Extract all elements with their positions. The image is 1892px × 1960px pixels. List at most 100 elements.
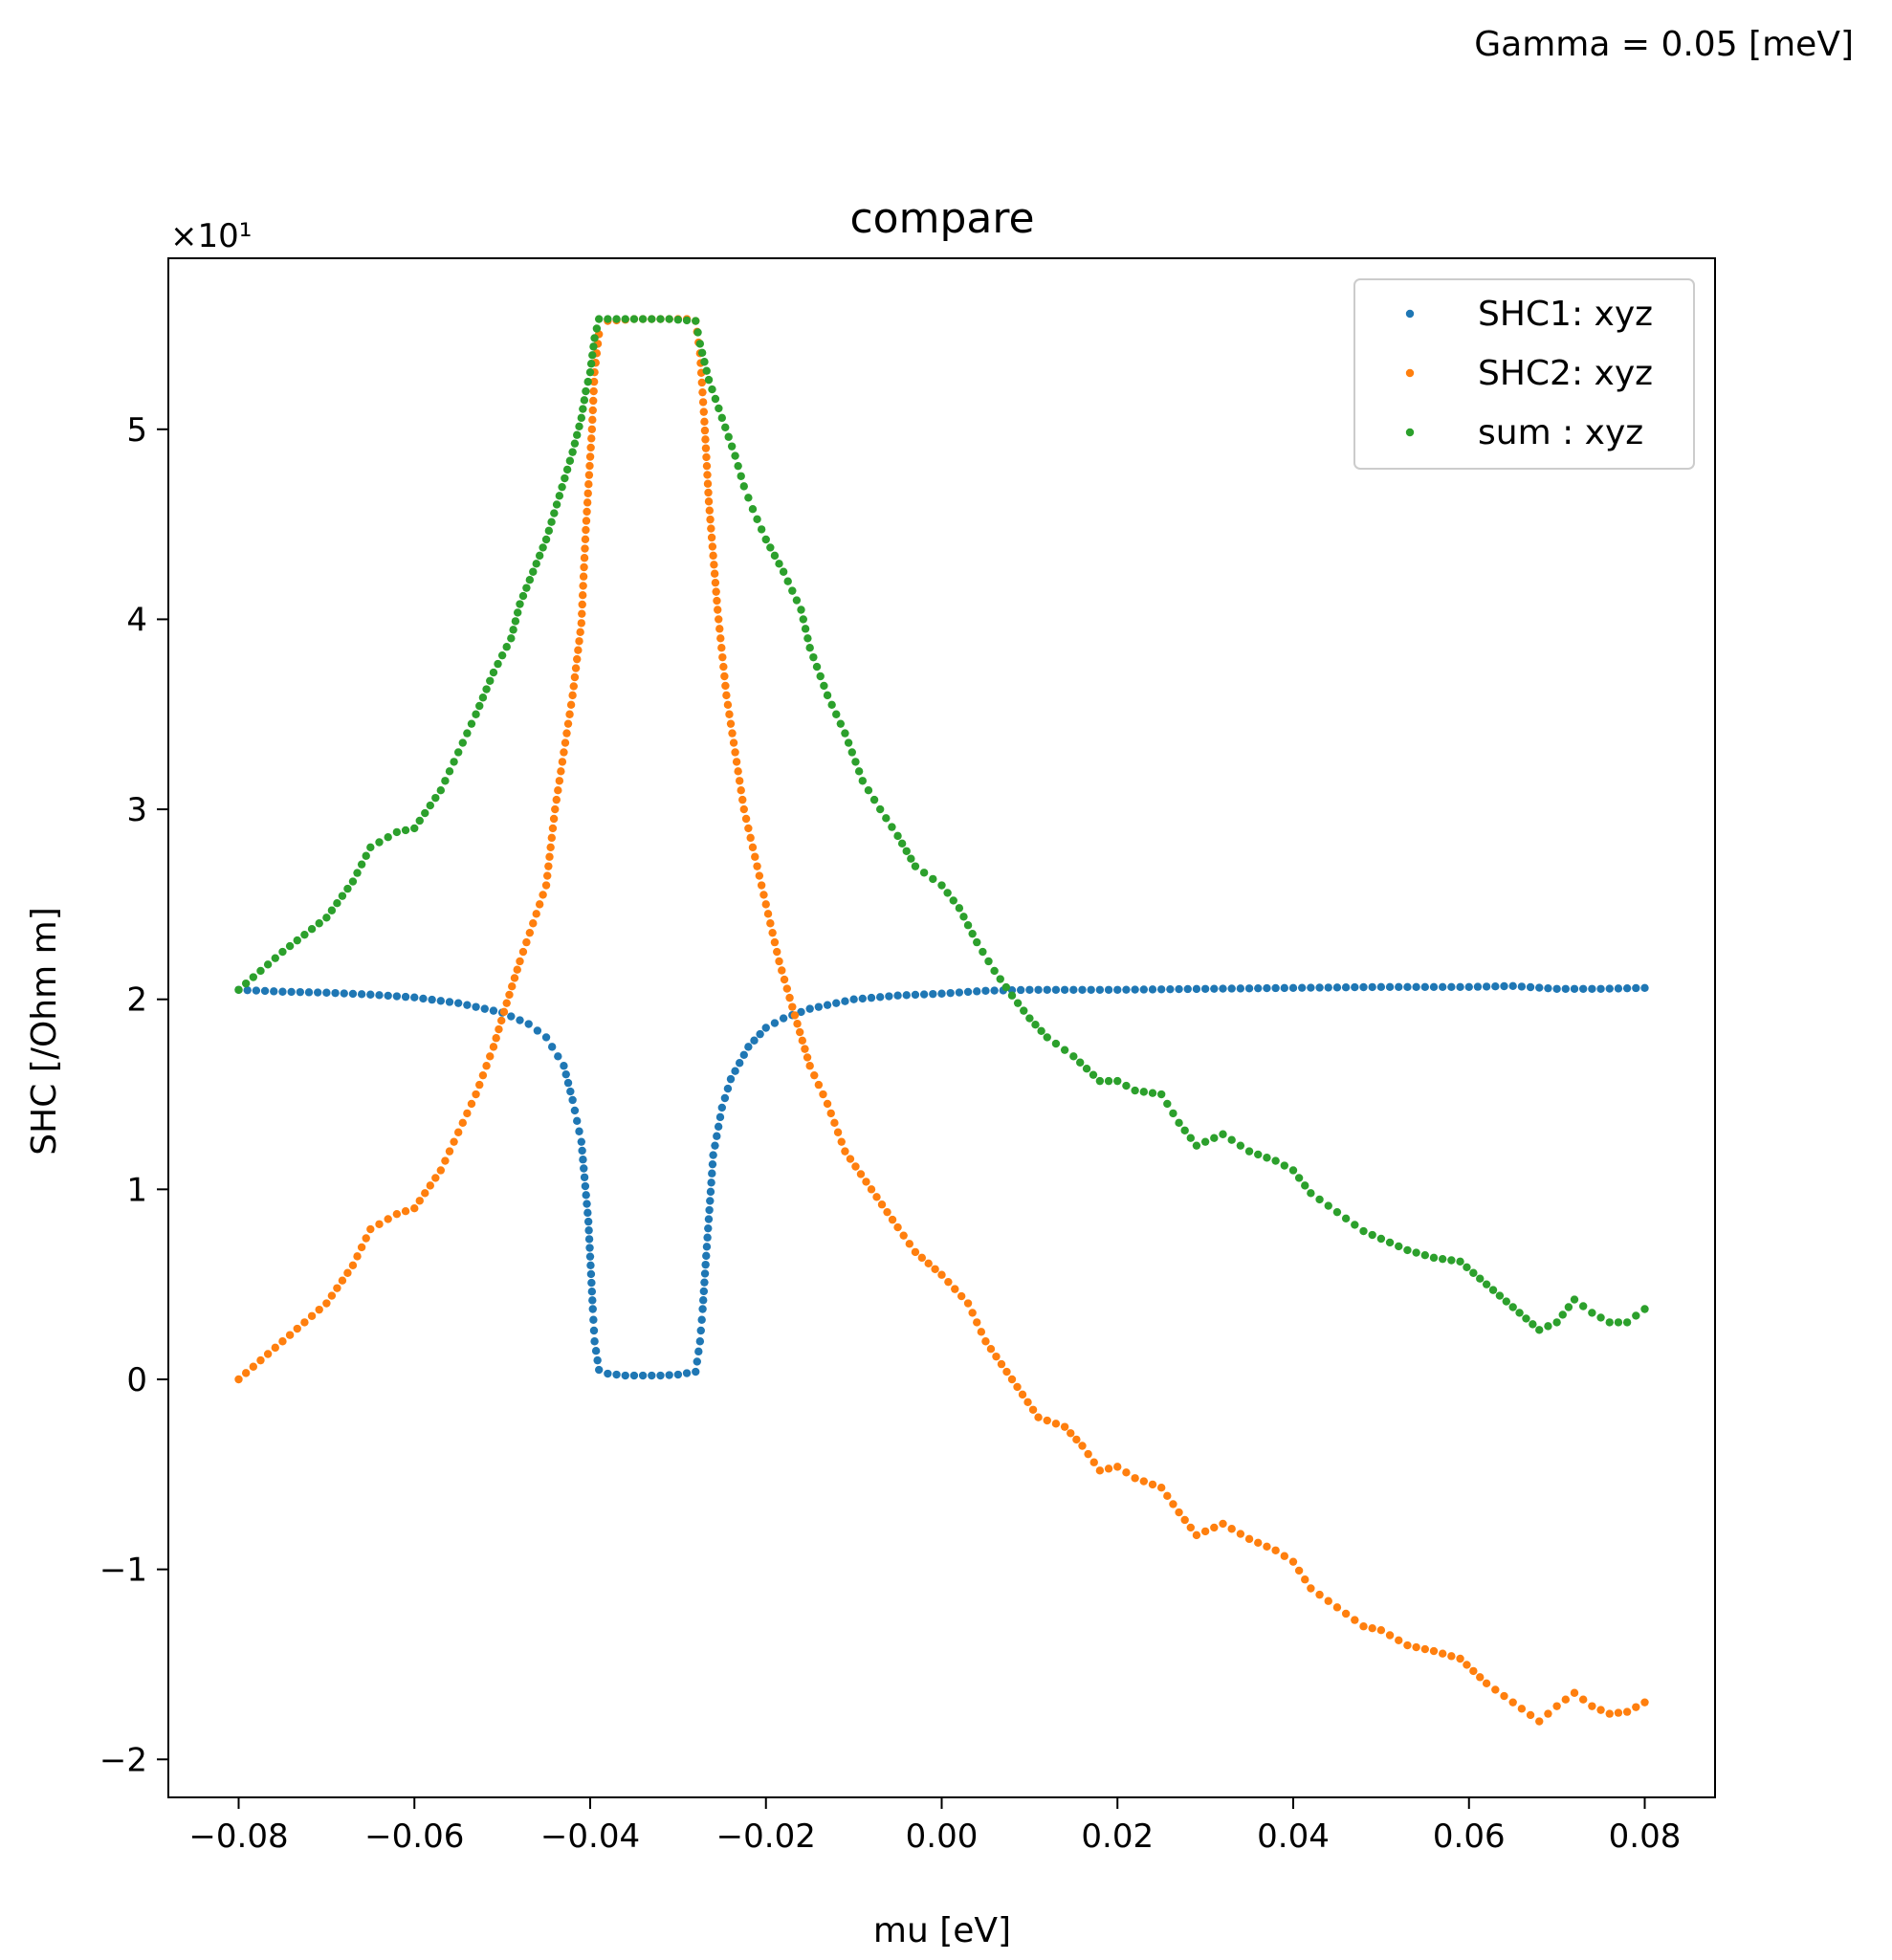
data-point xyxy=(1464,982,1473,991)
data-point xyxy=(1385,1238,1395,1247)
data-point xyxy=(366,843,375,851)
data-point xyxy=(797,1007,805,1017)
data-point xyxy=(783,577,792,585)
data-point xyxy=(338,892,347,900)
data-point xyxy=(1614,1318,1623,1327)
data-point xyxy=(1034,1413,1043,1421)
data-point xyxy=(1488,1286,1498,1294)
data-point xyxy=(1192,1141,1201,1150)
data-point xyxy=(963,1299,973,1308)
data-point xyxy=(955,904,964,913)
data-point xyxy=(748,843,758,851)
y-tick-label: −2 xyxy=(99,1741,147,1779)
data-point xyxy=(315,919,323,928)
data-point xyxy=(1069,985,1078,994)
data-point xyxy=(869,795,879,804)
data-point xyxy=(694,1347,703,1356)
data-point xyxy=(1469,1268,1478,1277)
data-point xyxy=(1640,1698,1649,1707)
data-point xyxy=(734,767,742,776)
legend-marker xyxy=(1405,428,1415,437)
data-point xyxy=(1526,1710,1535,1720)
data-point xyxy=(547,833,557,843)
data-point xyxy=(1037,1026,1045,1036)
data-point xyxy=(979,947,987,957)
data-point xyxy=(293,1324,301,1333)
data-point xyxy=(1294,1566,1304,1575)
data-point xyxy=(875,804,885,814)
data-point xyxy=(990,966,999,976)
data-point xyxy=(1271,1546,1280,1554)
data-point xyxy=(243,985,252,995)
data-point xyxy=(707,524,715,533)
data-point xyxy=(1288,1166,1298,1175)
data-point xyxy=(1288,1557,1298,1566)
data-point xyxy=(338,1276,347,1285)
data-point xyxy=(578,1146,586,1156)
data-point xyxy=(1301,1575,1309,1584)
data-point xyxy=(1351,1221,1359,1229)
data-point xyxy=(823,1001,832,1009)
data-point xyxy=(577,619,586,628)
data-point xyxy=(682,1369,692,1377)
data-point xyxy=(788,586,797,595)
data-point xyxy=(333,898,341,908)
data-point xyxy=(656,1371,665,1380)
data-point xyxy=(333,1284,341,1292)
data-point xyxy=(708,542,717,551)
data-point xyxy=(1535,983,1544,992)
data-point xyxy=(700,426,710,435)
data-point xyxy=(516,957,524,966)
data-point xyxy=(877,1200,887,1209)
data-point xyxy=(703,479,713,488)
data-point xyxy=(737,472,745,480)
data-point xyxy=(1297,983,1307,992)
data-point xyxy=(561,473,569,483)
data-point xyxy=(705,1205,714,1215)
data-point xyxy=(782,984,791,993)
data-point xyxy=(1456,1654,1464,1663)
x-tick-label: −0.04 xyxy=(540,1817,640,1856)
data-point xyxy=(489,1043,498,1051)
data-point xyxy=(507,634,516,643)
data-point xyxy=(714,606,722,614)
data-point xyxy=(757,881,766,890)
data-point xyxy=(992,1352,1001,1361)
data-point xyxy=(535,551,544,561)
data-point xyxy=(589,377,599,386)
data-point xyxy=(805,644,814,652)
data-point xyxy=(307,1311,317,1320)
data-point xyxy=(692,317,700,325)
data-point xyxy=(1605,984,1614,993)
data-point xyxy=(701,444,711,452)
data-point xyxy=(1307,1189,1315,1198)
data-point xyxy=(872,1193,881,1201)
data-point xyxy=(725,710,734,718)
data-point xyxy=(720,1093,730,1103)
data-point xyxy=(514,608,522,617)
data-point xyxy=(431,793,440,803)
legend-label: SHC2: xyz xyxy=(1478,354,1653,393)
data-point xyxy=(858,777,868,785)
data-point xyxy=(582,525,590,535)
data-point xyxy=(568,1095,577,1105)
data-point xyxy=(1632,983,1640,993)
gamma-annotation: Gamma = 0.05 [meV] xyxy=(1474,25,1854,64)
data-point xyxy=(759,891,768,899)
data-point xyxy=(472,1002,480,1011)
data-point xyxy=(1588,1309,1596,1317)
data-point xyxy=(702,1251,711,1261)
data-point xyxy=(586,1261,595,1270)
data-point xyxy=(581,1181,590,1191)
data-point xyxy=(241,979,251,988)
data-point xyxy=(847,748,856,757)
data-point xyxy=(604,1369,612,1378)
data-point xyxy=(1175,1118,1183,1128)
data-point xyxy=(1139,1088,1149,1096)
data-point xyxy=(739,482,748,491)
data-point xyxy=(1508,981,1517,990)
data-point xyxy=(837,1137,846,1146)
data-point xyxy=(768,928,777,937)
data-point xyxy=(293,936,301,945)
data-point xyxy=(565,710,574,718)
